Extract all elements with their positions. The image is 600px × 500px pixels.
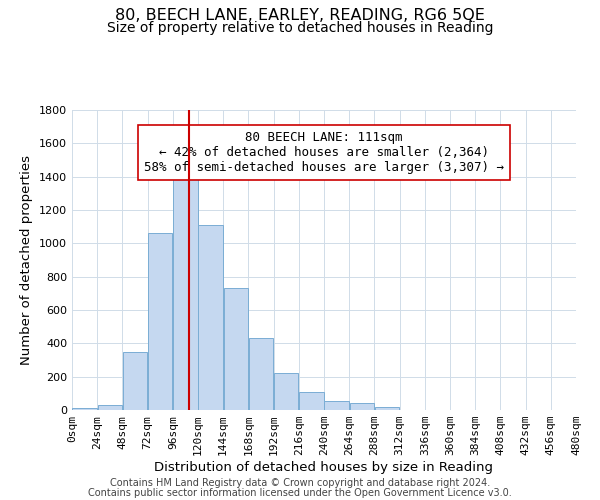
- Bar: [73, 408, 97, 410]
- Bar: [148, 234, 172, 410]
- X-axis label: Distribution of detached houses by size in Reading: Distribution of detached houses by size …: [155, 461, 493, 474]
- Text: 80, BEECH LANE, EARLEY, READING, RG6 5QE: 80, BEECH LANE, EARLEY, READING, RG6 5QE: [115, 8, 485, 22]
- Y-axis label: Number of detached properties: Number of detached properties: [20, 155, 34, 365]
- Text: 80 BEECH LANE: 111sqm
← 42% of detached houses are smaller (2,364)
58% of semi-d: 80 BEECH LANE: 111sqm ← 42% of detached …: [144, 131, 504, 174]
- Bar: [98, 405, 122, 410]
- Bar: [299, 392, 323, 410]
- Text: Contains public sector information licensed under the Open Government Licence v3: Contains public sector information licen…: [88, 488, 512, 498]
- Bar: [274, 372, 298, 410]
- Bar: [173, 166, 197, 410]
- Bar: [350, 404, 374, 410]
- Bar: [224, 288, 248, 410]
- Bar: [249, 338, 273, 410]
- Bar: [123, 352, 147, 410]
- Bar: [325, 401, 349, 410]
- Text: Contains HM Land Registry data © Crown copyright and database right 2024.: Contains HM Land Registry data © Crown c…: [110, 478, 490, 488]
- Bar: [199, 225, 223, 410]
- Bar: [375, 407, 399, 410]
- Text: Size of property relative to detached houses in Reading: Size of property relative to detached ho…: [107, 21, 493, 35]
